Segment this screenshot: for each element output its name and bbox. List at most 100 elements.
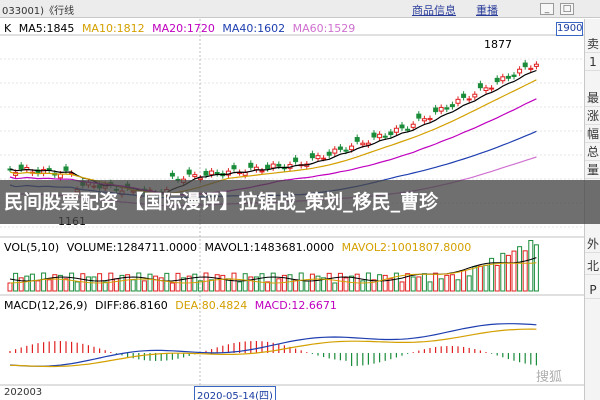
product-info-link[interactable]: 商品信息: [412, 4, 456, 17]
candle-body: [427, 117, 433, 121]
candle-body: [410, 123, 416, 128]
candle-body: [494, 77, 500, 83]
volume-bar: [365, 272, 371, 292]
volume-bar: [522, 250, 528, 292]
side-tab-range[interactable]: 幅: [585, 127, 600, 143]
volume-bar: [74, 281, 80, 292]
volume-bar: [85, 276, 91, 292]
volume-bar: [276, 278, 282, 292]
volume-bar: [315, 275, 321, 292]
candle-body: [416, 113, 422, 119]
side-tab-sell[interactable]: 卖: [585, 37, 600, 53]
candle-body: [449, 104, 455, 108]
candle-body: [248, 162, 254, 168]
side-tab-1[interactable]: 1: [585, 53, 600, 71]
volume-bar: [472, 266, 478, 292]
candle-body: [360, 142, 366, 146]
volume-bar: [505, 254, 511, 292]
volume-bar: [466, 275, 472, 292]
maximize-button[interactable]: □: [560, 3, 574, 15]
replay-link[interactable]: 重播: [476, 4, 498, 17]
side-tab-volume[interactable]: 量: [585, 163, 600, 179]
side-tab-rise[interactable]: 涨: [585, 109, 600, 125]
side-tab-outer[interactable]: 外: [585, 237, 600, 253]
volume-bar: [416, 276, 422, 292]
volume-bar: [388, 278, 394, 292]
volume-bar: [477, 265, 483, 292]
mavol2-legend: MAVOL2:1001807.8000: [341, 241, 472, 254]
volume-bar: [186, 275, 192, 292]
macd-params-legend: MACD(12,26,9): [4, 299, 88, 312]
volume-bar: [164, 272, 170, 292]
volume-bar: [304, 280, 310, 292]
candle-body: [405, 128, 411, 131]
candle-body: [169, 172, 175, 177]
side-tab-p[interactable]: P: [585, 281, 600, 299]
candle-body: [270, 163, 276, 169]
volume-bar: [97, 273, 103, 292]
candle-body: [522, 62, 528, 68]
candle-body: [197, 177, 203, 180]
volume-bar: [69, 272, 75, 292]
candle-body: [472, 93, 478, 98]
volume-bar: [500, 252, 506, 292]
candle-body: [337, 146, 343, 150]
current-price-box: 1900: [556, 22, 583, 36]
candle-body: [203, 171, 209, 176]
volume-bar: [214, 274, 220, 292]
candle-body: [382, 135, 388, 138]
volume-bar: [371, 279, 377, 292]
volume-bar: [242, 273, 248, 292]
volume-bar: [231, 272, 237, 292]
price-legend: K MA5:1845 MA10:1812 MA20:1720 MA40:1602…: [4, 22, 359, 35]
candle-body: [309, 153, 315, 159]
mavol1-line: [9, 257, 537, 282]
candle-body: [343, 149, 349, 152]
side-tab-max[interactable]: 最: [585, 91, 600, 107]
volume-bar: [209, 279, 215, 292]
volume-bar: [253, 276, 259, 292]
volume-bar: [169, 282, 175, 292]
volume-bar: [326, 272, 332, 292]
date-axis-start: 202003: [4, 387, 43, 398]
candle-body: [455, 98, 461, 104]
k-label: K: [4, 22, 12, 35]
candle-body: [466, 98, 472, 101]
volume-bar: [494, 264, 500, 292]
candle-body: [500, 76, 506, 82]
volume-bar: [158, 277, 164, 292]
side-tab-total[interactable]: 总: [585, 145, 600, 161]
candle-body: [332, 148, 338, 154]
candle-body: [517, 68, 523, 74]
volume-bar: [517, 246, 523, 292]
volume-bar: [119, 274, 125, 292]
candle-body: [214, 171, 220, 175]
volume-bar: [181, 277, 187, 292]
volume-bar: [321, 277, 327, 292]
volume-bar: [136, 272, 142, 292]
volume-bar: [528, 240, 534, 292]
candle-body: [276, 163, 282, 167]
candle-body: [421, 118, 427, 122]
overlay-banner: 民间股票配资 【国际漫评】拉锯战_策划_移民_曹珍: [0, 180, 600, 224]
ma60-legend: MA60:1529: [292, 22, 356, 35]
volume-bar: [337, 272, 343, 292]
dea-line: [9, 328, 537, 368]
side-tab-north[interactable]: 北: [585, 259, 600, 275]
high-price-label: 1877: [484, 38, 512, 51]
volume-bar: [237, 281, 243, 292]
candle-body: [259, 170, 265, 173]
diff-legend: DIFF:86.8160: [95, 299, 168, 312]
volume-bar: [287, 274, 293, 292]
mavol1-legend: MAVOL1:1483681.0000: [204, 241, 335, 254]
volume-bar: [511, 250, 517, 292]
minimize-button[interactable]: _: [540, 3, 554, 15]
candle-body: [265, 164, 271, 170]
volume-bar: [63, 278, 69, 292]
date-axis: 202003 2020-05-14(四): [0, 386, 584, 400]
volume-bar: [410, 276, 416, 292]
volume-bar: [91, 276, 97, 292]
vol-params-legend: VOL(5,10): [4, 241, 60, 254]
volume-bar: [35, 280, 41, 292]
volume-bar: [102, 281, 108, 292]
